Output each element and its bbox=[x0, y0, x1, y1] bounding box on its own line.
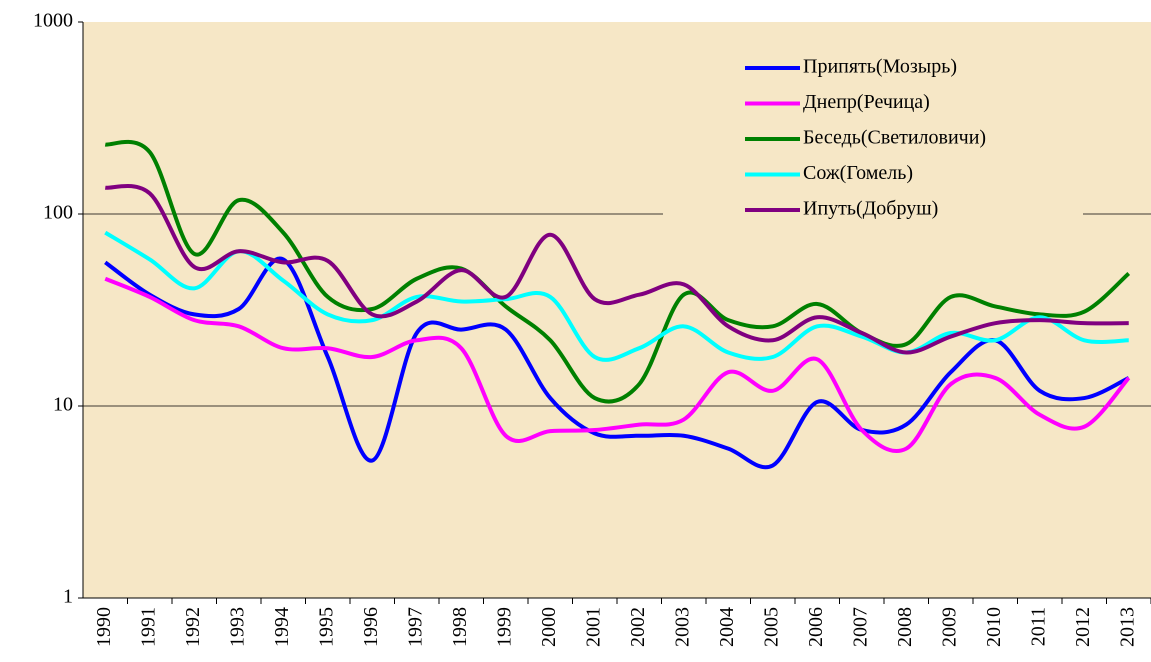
x-tick-label: 1999 bbox=[493, 607, 515, 647]
x-tick-label: 1994 bbox=[271, 607, 293, 647]
legend-label: Сож(Гомель) bbox=[803, 162, 913, 184]
series-line bbox=[105, 183, 1129, 355]
x-tick-label: 2000 bbox=[538, 607, 560, 647]
x-tick-label: 1992 bbox=[182, 607, 204, 647]
x-tick-label: 2006 bbox=[805, 607, 827, 647]
x-tick-label: 2009 bbox=[938, 607, 960, 647]
x-tick-label: 2005 bbox=[760, 607, 782, 647]
x-tick-label: 2001 bbox=[582, 607, 604, 647]
x-tick-label: 2004 bbox=[716, 607, 738, 647]
x-tick-label: 1990 bbox=[93, 607, 115, 647]
x-tick-label: 2007 bbox=[849, 607, 871, 647]
y-tick-label: 100 bbox=[43, 202, 73, 224]
series-line bbox=[104, 230, 1129, 362]
x-tick-label: 1996 bbox=[360, 607, 382, 647]
series-line bbox=[104, 276, 1131, 453]
y-tick-label: 10 bbox=[53, 394, 73, 416]
x-tick-label: 1997 bbox=[404, 607, 426, 647]
x-tick-label: 2002 bbox=[627, 607, 649, 647]
x-tick-label: 2011 bbox=[1027, 607, 1049, 646]
series-line bbox=[104, 256, 1130, 470]
x-tick-label: 1998 bbox=[449, 607, 471, 647]
series-line bbox=[104, 139, 1131, 404]
legend-label: Беседь(Светиловичи) bbox=[803, 127, 986, 149]
x-tick-label: 2012 bbox=[1072, 607, 1094, 647]
x-tick-label: 2013 bbox=[1116, 607, 1138, 647]
legend-label: Днепр(Речица) bbox=[803, 91, 930, 113]
x-tick-label: 2010 bbox=[983, 607, 1005, 647]
x-tick-label: 1993 bbox=[226, 607, 248, 647]
legend-label: Припять(Мозырь) bbox=[803, 56, 957, 78]
y-tick-label: 1 bbox=[63, 586, 73, 608]
legend-label: Ипуть(Добруш) bbox=[803, 198, 938, 220]
y-tick-label: 1000 bbox=[33, 10, 73, 32]
x-tick-label: 2008 bbox=[894, 607, 916, 647]
x-tick-label: 2003 bbox=[671, 607, 693, 647]
x-tick-label: 1991 bbox=[137, 607, 159, 647]
x-tick-label: 1995 bbox=[315, 607, 337, 647]
legend-background bbox=[663, 48, 1083, 233]
